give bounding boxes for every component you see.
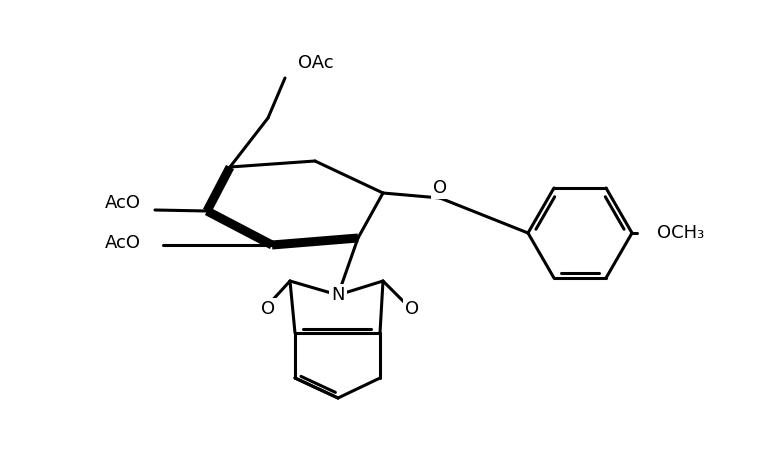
Text: O: O	[433, 179, 447, 197]
Text: O: O	[261, 300, 275, 318]
Text: N: N	[331, 286, 345, 304]
Text: O: O	[435, 179, 449, 197]
Text: OAc: OAc	[298, 54, 334, 72]
Text: O: O	[405, 300, 419, 318]
Text: OCH₃: OCH₃	[657, 224, 704, 242]
Text: AcO: AcO	[105, 234, 141, 252]
Text: AcO: AcO	[105, 194, 141, 212]
